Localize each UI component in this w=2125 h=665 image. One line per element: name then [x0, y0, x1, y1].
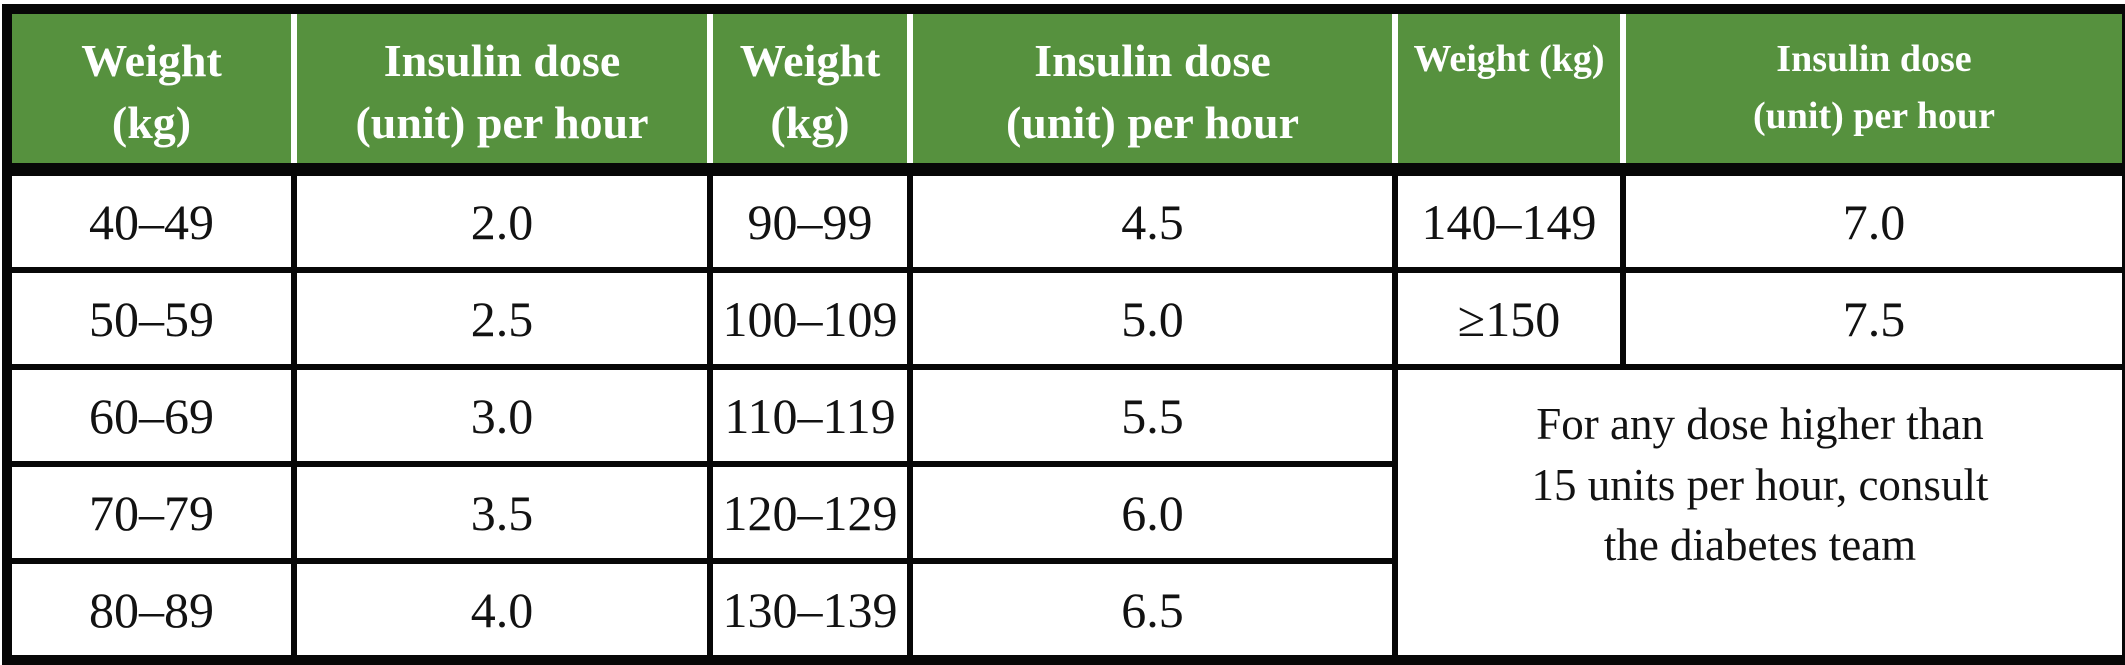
col-header-weight-3: Weight (kg) [1392, 9, 1623, 177]
weight-range-cell: 80–89 [4, 558, 297, 664]
header-line: Weight (kg) [1413, 38, 1605, 80]
col-header-dose-3: Insulin dose (unit) per hour [1620, 9, 2125, 177]
weight-range-cell: 140–149 [1392, 166, 1626, 274]
header-line: (unit) per hour [1752, 95, 1996, 137]
col-header-dose-1: Insulin dose (unit) per hour [291, 9, 710, 177]
dose-cell: 4.5 [907, 166, 1398, 274]
weight-range-cell: 120–129 [707, 461, 913, 565]
header-row: Weight (kg) Insulin dose (unit) per hour… [7, 9, 2125, 177]
dose-cell: 3.5 [291, 461, 713, 565]
weight-range-cell: ≥150 [1392, 267, 1626, 371]
dose-cell: 2.0 [291, 166, 713, 274]
dose-cell: 7.0 [1620, 166, 2125, 274]
weight-range-cell: 90–99 [707, 166, 913, 274]
note-line: For any dose higher than [1536, 399, 1984, 450]
weight-range-cell: 40–49 [4, 166, 297, 274]
weight-range-cell: 60–69 [4, 364, 297, 468]
table-row: 50–59 2.5 100–109 5.0 ≥150 7.5 [4, 267, 2125, 371]
dose-cell: 4.0 [291, 558, 713, 664]
dose-cell: 7.5 [1620, 267, 2125, 371]
col-header-dose-2: Insulin dose (unit) per hour [907, 9, 1395, 177]
dose-cell: 6.0 [907, 461, 1398, 565]
header-line: (kg) [770, 96, 850, 148]
dose-cell: 6.5 [907, 558, 1398, 664]
dose-cell: 5.0 [907, 267, 1398, 371]
header-line: (kg) [111, 96, 192, 148]
col-header-weight-1: Weight (kg) [7, 9, 294, 177]
table-row: 60–69 3.0 110–119 5.5 For any dose highe… [4, 364, 2125, 664]
header-line: Insulin dose [1776, 38, 1972, 80]
weight-range-cell: 70–79 [4, 461, 297, 565]
note-line: the diabetes team [1603, 519, 1917, 570]
dose-cell: 5.5 [907, 364, 1398, 468]
note-line: 15 units per hour, consult [1531, 459, 1989, 510]
dose-cell: 3.0 [291, 364, 713, 468]
header-line: Insulin dose [383, 35, 621, 86]
header-line: Weight [81, 35, 222, 86]
weight-range-cell: 50–59 [4, 267, 297, 371]
header-line: Weight [739, 35, 881, 86]
note-cell: For any dose higher than 15 units per ho… [1392, 364, 2125, 664]
table-row: 40–49 2.0 90–99 4.5 140–149 7.0 [4, 166, 2125, 274]
weight-range-cell: 110–119 [707, 364, 913, 468]
table-row: 80–89 4.0 130–139 6.5 [4, 558, 2125, 664]
weight-range-cell: 100–109 [707, 267, 913, 371]
insulin-dose-table: Weight (kg) Insulin dose (unit) per hour… [2, 4, 2125, 665]
col-header-weight-2: Weight (kg) [707, 9, 910, 177]
header-line: Insulin dose [1034, 35, 1271, 86]
header-line: (unit) per hour [355, 96, 649, 148]
weight-range-cell: 130–139 [707, 558, 913, 664]
header-line: (unit) per hour [1005, 96, 1300, 148]
table-row: 70–79 3.5 120–129 6.0 [4, 461, 2125, 565]
dose-cell: 2.5 [291, 267, 713, 371]
